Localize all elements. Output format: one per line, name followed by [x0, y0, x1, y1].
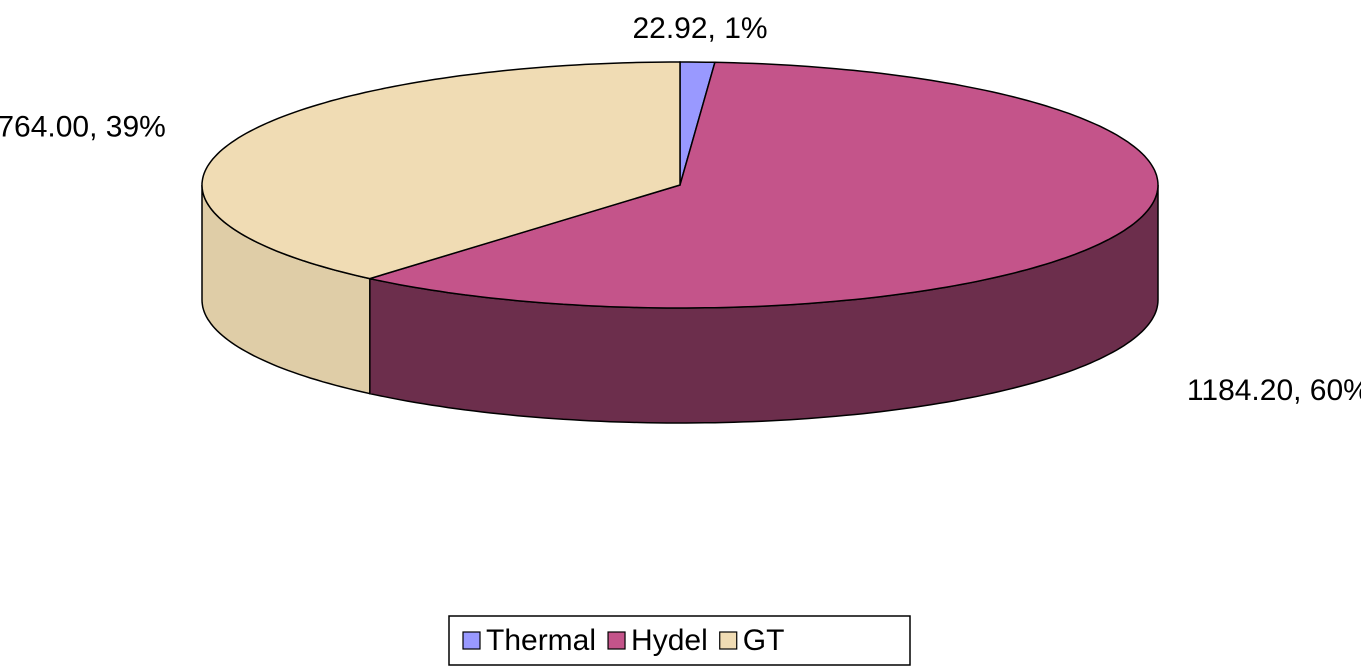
data-label: 1184.20, 60% [1187, 374, 1361, 407]
slice [201, 61, 681, 280]
data-label: 764.00, 39% [0, 111, 166, 144]
legend-swatch [607, 631, 626, 650]
data-label: 22.92, 1% [632, 12, 767, 45]
legend-swatch [719, 631, 738, 650]
legend-box [448, 615, 911, 666]
legend-swatch [462, 631, 481, 650]
legend-label: Thermal [486, 624, 596, 657]
slice [366, 61, 1159, 309]
legend-label: Hydel [631, 624, 708, 657]
legend-label: GT [743, 624, 785, 657]
